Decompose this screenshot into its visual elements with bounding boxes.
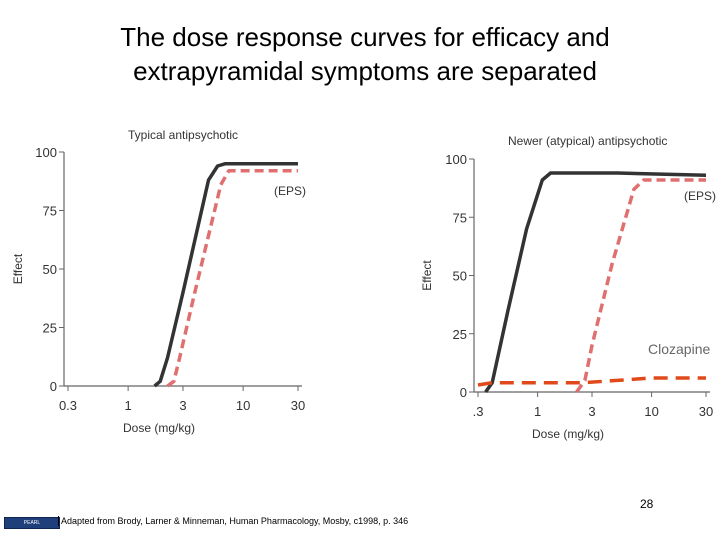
- slide-title: The dose response curves for efficacy an…: [40, 20, 690, 88]
- chart-1-y-tick-label: 25: [43, 321, 57, 336]
- chart-1-eps-label: (EPS): [274, 184, 306, 198]
- chart-2-x-tick-label: 1: [534, 404, 541, 419]
- chart-2-x-tick-label: 10: [644, 404, 658, 419]
- publisher-logo-text: PEARL: [23, 520, 41, 526]
- chart-1-series-eps: [166, 168, 298, 388]
- chart-1-series-efficacy: [153, 161, 298, 388]
- chart-1-x-label: Dose (mg/kg): [123, 421, 195, 435]
- chart-1-y-tick-label: 100: [35, 145, 57, 160]
- chart-2-x-label: Dose (mg/kg): [532, 427, 604, 441]
- chart-2-series-clozapine: [477, 376, 706, 387]
- chart-2-series-efficacy: [484, 171, 707, 394]
- title-line-1: The dose response curves for efficacy an…: [120, 22, 610, 52]
- chart-1-y-tick-label: 75: [43, 204, 57, 219]
- chart-1-y-label: Effect: [11, 253, 25, 284]
- chart-1-y-tick-label: 50: [43, 262, 57, 277]
- chart-1-title: Typical antipsychotic: [128, 128, 238, 142]
- chart-2-y-tick-label: 0: [460, 385, 467, 400]
- chart-1-x-tick-label: 3: [179, 398, 186, 413]
- chart-2-y-tick-label: 75: [453, 210, 467, 225]
- citation-text: Adapted from Brody, Larner & Minneman, H…: [58, 516, 408, 526]
- chart-2-series-eps: [575, 178, 706, 394]
- chart-2-y-tick-label: 50: [453, 269, 467, 284]
- chart-2-x-tick-label: .3: [473, 404, 484, 419]
- chart-2-x-tick-label: 3: [588, 404, 595, 419]
- chart-2-y-tick-label: 25: [453, 327, 467, 342]
- page-number: 28: [640, 497, 654, 511]
- clozapine-annotation: Clozapine: [648, 341, 710, 357]
- chart-2-y-label: Effect: [420, 260, 434, 291]
- chart-1-x-tick-label: 30: [291, 398, 305, 413]
- chart-2-eps-label: (EPS): [684, 189, 716, 203]
- chart-1-x-tick-label: 10: [236, 398, 250, 413]
- chart-1-x-tick-label: 1: [125, 398, 132, 413]
- publisher-logo: PEARL: [4, 517, 60, 529]
- chart-1-x-tick-label: 0.3: [59, 398, 77, 413]
- chart-1-y-tick-label: 0: [50, 379, 57, 394]
- chart-2-x-tick-label: 30: [699, 404, 713, 419]
- title-line-2: extrapyramidal symptoms are separated: [133, 56, 597, 86]
- chart-2-y-tick-label: 100: [445, 152, 467, 167]
- chart-2-title: Newer (atypical) antipsychotic: [508, 134, 667, 148]
